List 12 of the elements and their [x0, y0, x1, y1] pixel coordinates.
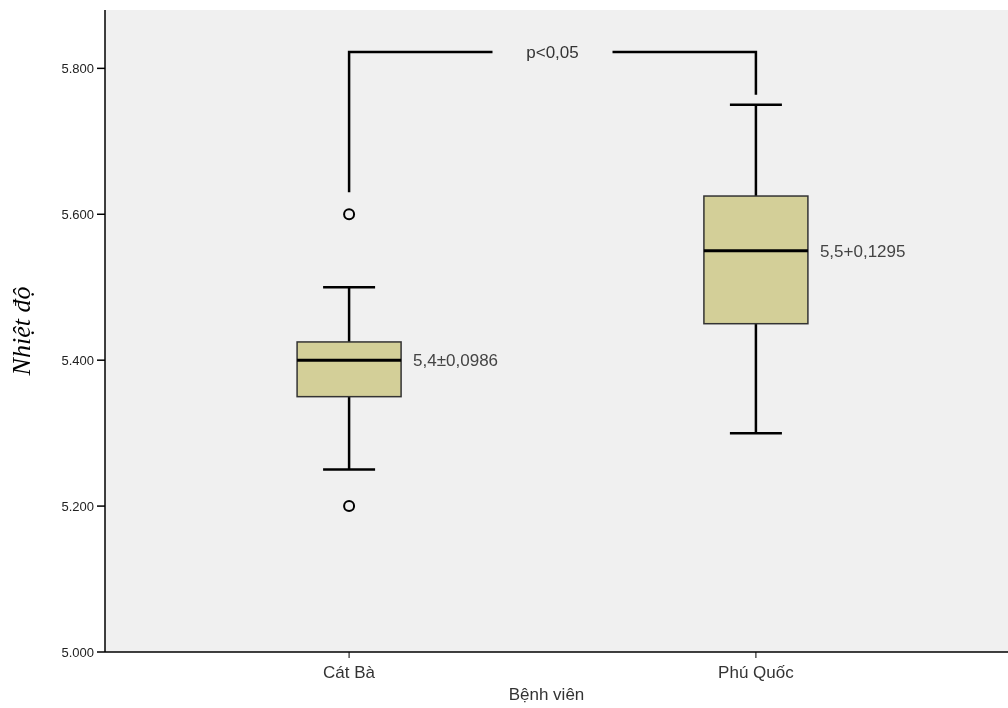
annotation: 5,4±0,0986 — [413, 351, 499, 371]
x-axis-title: Bệnh viên — [508, 685, 585, 704]
y-tick-label: 5.800 — [61, 60, 94, 76]
y-tick-label: 5.000 — [61, 644, 94, 660]
x-tick-label: Phú Quốc — [718, 663, 795, 682]
y-tick-label: 5.400 — [61, 352, 94, 368]
y-axis-title: Nhiệt độ — [7, 286, 36, 377]
annotation: 5,5+0,1295 — [819, 241, 906, 261]
annotation: p<0,05 — [526, 42, 579, 62]
x-tick-label: Cát Bà — [323, 663, 376, 682]
y-tick-label: 5.200 — [61, 498, 94, 514]
y-tick-label: 5.600 — [61, 206, 94, 222]
